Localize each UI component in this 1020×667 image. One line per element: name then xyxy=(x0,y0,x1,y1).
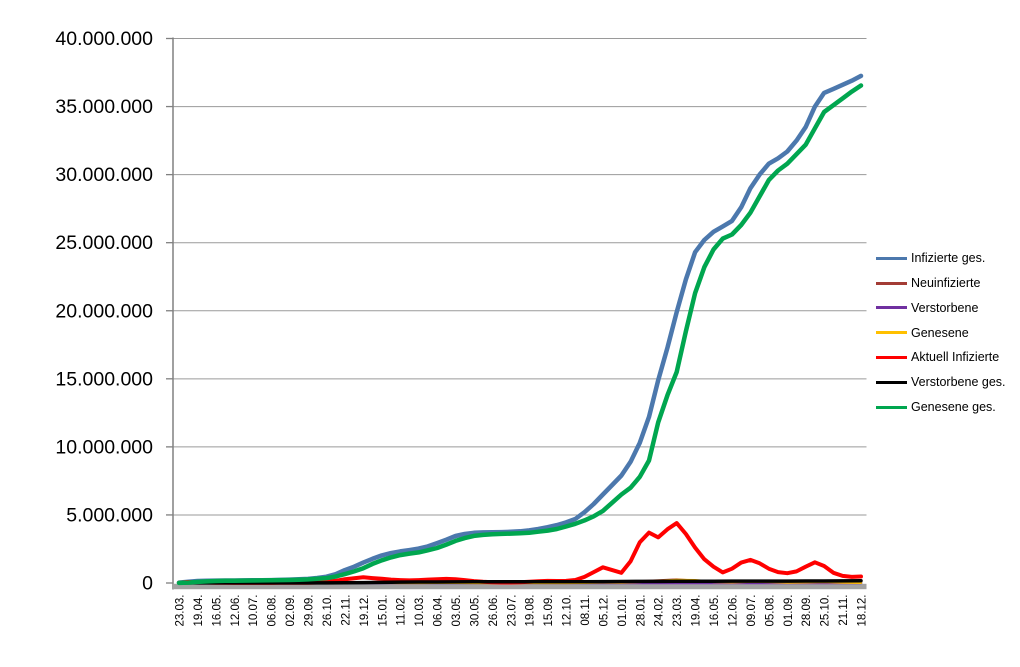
y-tick-label: 5.000.000 xyxy=(66,504,153,526)
x-tick-label: 01.09. xyxy=(783,595,795,627)
x-tick-label: 11.02. xyxy=(396,595,408,626)
y-tick-label: 15.000.000 xyxy=(55,368,153,390)
x-tick-label: 06.08. xyxy=(267,595,279,627)
x-tick-label: 26.10. xyxy=(322,595,334,627)
y-tick-label: 35.000.000 xyxy=(55,96,153,118)
x-tick-label: 16.05. xyxy=(211,595,223,627)
x-tick-label: 25.10. xyxy=(820,595,832,627)
legend-label: Genesene ges. xyxy=(911,399,996,414)
x-tick-label: 06.04. xyxy=(433,595,445,627)
x-tick-label: 19.08. xyxy=(525,595,537,627)
legend-label: Verstorbene ges. xyxy=(911,375,1006,390)
series-line-genesene-ges[interactable] xyxy=(176,83,864,586)
legend-swatch-aktuell-infizierte xyxy=(876,356,907,360)
y-tick-label: 10.000.000 xyxy=(55,436,153,458)
y-tick-label: 0 xyxy=(142,573,153,595)
x-tick-label: 22.11. xyxy=(340,595,352,626)
x-tick-label: 02.09. xyxy=(285,595,297,627)
legend-swatch-genesene-ges xyxy=(876,405,907,409)
x-tick-label: 23.03. xyxy=(672,595,684,627)
legend-label: Genesene xyxy=(911,325,969,340)
x-tick-label: 15.01. xyxy=(377,595,389,627)
y-tick-label: 40.000.000 xyxy=(55,28,153,50)
x-tick-label: 26.06. xyxy=(488,595,500,627)
x-tick-label: 30.05. xyxy=(469,595,481,627)
legend-item-aktuell-infizierte[interactable]: Aktuell Infizierte xyxy=(876,345,1006,370)
x-tick-label: 10.07. xyxy=(248,595,260,627)
legend-item-infizierte-ges[interactable]: Infizierte ges. xyxy=(876,246,1006,271)
legend-item-genesene-ges[interactable]: Genesene ges. xyxy=(876,395,1006,420)
x-tick-label: 15.09. xyxy=(543,595,555,627)
legend-swatch-verstorbene xyxy=(876,306,907,310)
legend-label: Neuinfizierte xyxy=(911,275,981,290)
x-tick-label: 05.08. xyxy=(764,595,776,627)
x-tick-label: 12.10. xyxy=(562,595,574,627)
x-tick-label: 03.05. xyxy=(451,595,463,627)
x-tick-label: 28.09. xyxy=(801,595,813,627)
chart-legend: Infizierte ges. Neuinfizierte Verstorbene G… xyxy=(876,246,1006,420)
legend-swatch-neuinfizierte xyxy=(876,281,907,285)
legend-item-genesene[interactable]: Genesene xyxy=(876,320,1006,345)
legend-swatch-genesene xyxy=(876,331,907,335)
legend-item-verstorbene-ges[interactable]: Verstorbene ges. xyxy=(876,370,1006,395)
y-tick-label: 20.000.000 xyxy=(55,300,153,322)
legend-item-verstorbene[interactable]: Verstorbene xyxy=(876,296,1006,321)
x-tick-label: 21.11. xyxy=(838,595,850,626)
x-tick-label: 19.04. xyxy=(193,595,205,627)
series-line-verstorbene-ges[interactable] xyxy=(177,579,863,585)
x-tick-label: 05.12. xyxy=(598,595,610,627)
y-tick-label: 25.000.000 xyxy=(55,232,153,254)
x-tick-label: 09.07. xyxy=(746,595,758,627)
y-tick-label: 30.000.000 xyxy=(55,164,153,186)
x-tick-label: 08.11. xyxy=(580,595,592,626)
legend-label: Verstorbene xyxy=(911,300,979,315)
legend-item-neuinfizierte[interactable]: Neuinfizierte xyxy=(876,271,1006,296)
x-axis-line xyxy=(173,583,867,590)
x-tick-label: 23.07. xyxy=(506,595,518,627)
legend-swatch-verstorbene-ges xyxy=(876,380,907,384)
x-tick-label: 10.03. xyxy=(414,595,426,627)
x-tick-label: 16.05. xyxy=(709,595,721,627)
x-tick-label: 12.06. xyxy=(230,595,242,627)
legend-swatch-infizierte-ges xyxy=(876,256,907,260)
x-tick-label: 23.03. xyxy=(175,595,187,627)
legend-label: Aktuell Infizierte xyxy=(911,350,1000,365)
x-tick-label: 24.02. xyxy=(654,595,666,627)
legend-label: Infizierte ges. xyxy=(911,251,986,266)
x-tick-label: 01.01. xyxy=(617,595,629,627)
x-tick-label: 29.09. xyxy=(304,595,316,627)
x-tick-label: 19.12. xyxy=(359,595,371,627)
x-tick-label: 19.04. xyxy=(691,595,703,627)
x-tick-label: 18.12. xyxy=(857,595,869,627)
x-tick-label: 28.01. xyxy=(635,595,647,627)
x-tick-label: 12.06. xyxy=(727,595,739,627)
